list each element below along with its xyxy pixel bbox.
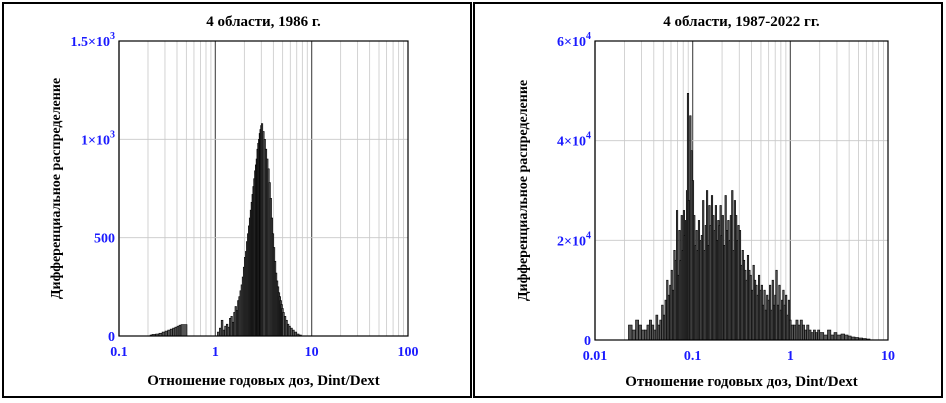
histogram-1987-2022: 4 области, 1987-2022 гг.0.01 0.1 1 1002×104… [516,14,895,390]
x-tick-label: 10 [881,349,895,364]
y-tick-label: 2×104 [557,230,591,249]
y-tick-exponent: 4 [586,31,591,42]
histogram-bar [644,329,648,341]
y-axis-label: Дифференциальное распределение [49,78,64,299]
chart-panel-left: 4 области, 1986 г. 0.1 1 10 100 0 500 1×103 1.5×… [2,2,472,398]
histogram-bar [174,326,178,337]
chart-panel-right: 4 области, 1987-2022 гг. 0.01 0.1 1 10 0 2×104… [473,2,943,398]
histogram-bar [289,327,293,337]
histogram-bar [164,330,168,337]
x-tick-label: 0.1 [110,345,128,360]
y-tick-label: 6×104 [557,31,591,50]
histogram-bar [802,324,805,341]
chart-title: 4 области, 1986 г. [206,14,321,30]
histogram-bar [810,332,814,341]
histogram-bar [790,324,794,341]
histogram-bar [823,334,828,341]
y-tick-base: 6×10 [557,35,586,50]
histogram-bar [631,329,636,341]
histogram-bar [169,328,173,337]
histogram-bar [840,333,845,341]
histogram-bar [793,324,797,341]
y-tick-exponent: 4 [586,230,591,241]
histogram-bar [813,329,816,341]
y-tick-base: 4×10 [557,135,586,150]
y-tick-base: 1×10 [81,133,110,148]
x-tick-label: 0.01 [583,349,608,364]
x-tick-label: 100 [398,345,419,360]
x-tick-label: 1 [787,349,794,364]
y-tick-exponent: 3 [110,129,115,140]
histogram-bar [646,324,650,341]
x-axis-label: Отношение годовых доз, Dint/Dext [625,374,858,390]
y-tick-label: 0 [584,334,591,349]
histogram-bar [628,324,633,341]
histogram-bar [797,324,801,341]
histogram-1986: 4 области, 1986 г.0.1 1 10 10005001×1031.5×… [49,14,419,389]
histogram-bar [180,324,188,337]
plot-frame [594,40,889,341]
histogram-bar [836,334,842,341]
y-tick-exponent: 3 [110,31,115,42]
y-tick-label: 0 [108,330,115,345]
histogram-bar [830,334,835,341]
y-tick-label: 4×104 [557,131,591,150]
x-axis-label: Отношение годовых доз, Dint/Dext [147,373,380,389]
histogram-bar [638,324,642,341]
histogram-bar [649,319,652,341]
y-tick-base: 500 [94,232,115,247]
plot-frame [118,40,409,337]
histogram-bar [833,332,838,341]
histogram-bar [635,319,639,341]
x-tick-label: 10 [305,345,319,360]
histogram-bar [808,329,812,341]
y-tick-base: 0 [108,330,115,345]
histogram-bar [653,329,657,341]
histogram-bar [827,329,832,341]
histogram-bar [651,324,655,341]
histogram-bar [804,329,807,341]
histogram-bar [641,329,645,341]
histogram-bar [806,324,810,341]
chart-title: 4 области, 1987-2022 гг. [663,14,820,30]
histogram-bar [167,329,171,337]
y-tick-label: 1×103 [81,129,115,148]
y-tick-label: 1.5×103 [71,31,115,50]
y-tick-base: 0 [584,334,591,349]
x-tick-label: 1 [212,345,219,360]
histogram-bar [815,332,818,341]
x-tick-label: 0.1 [684,349,702,364]
y-tick-base: 2×10 [557,234,586,249]
y-tick-label: 500 [94,232,115,247]
histogram-bar [817,329,821,341]
histogram-bar [844,334,849,341]
y-tick-base: 1.5×10 [71,35,110,50]
histogram-bar [176,325,180,337]
y-tick-exponent: 4 [586,131,591,142]
histogram-bar [799,319,803,341]
histogram-bar [795,319,799,341]
histogram-bar [172,327,176,337]
y-axis-label: Дифференциальное распределение [516,80,531,301]
histogram-bar [819,332,825,341]
